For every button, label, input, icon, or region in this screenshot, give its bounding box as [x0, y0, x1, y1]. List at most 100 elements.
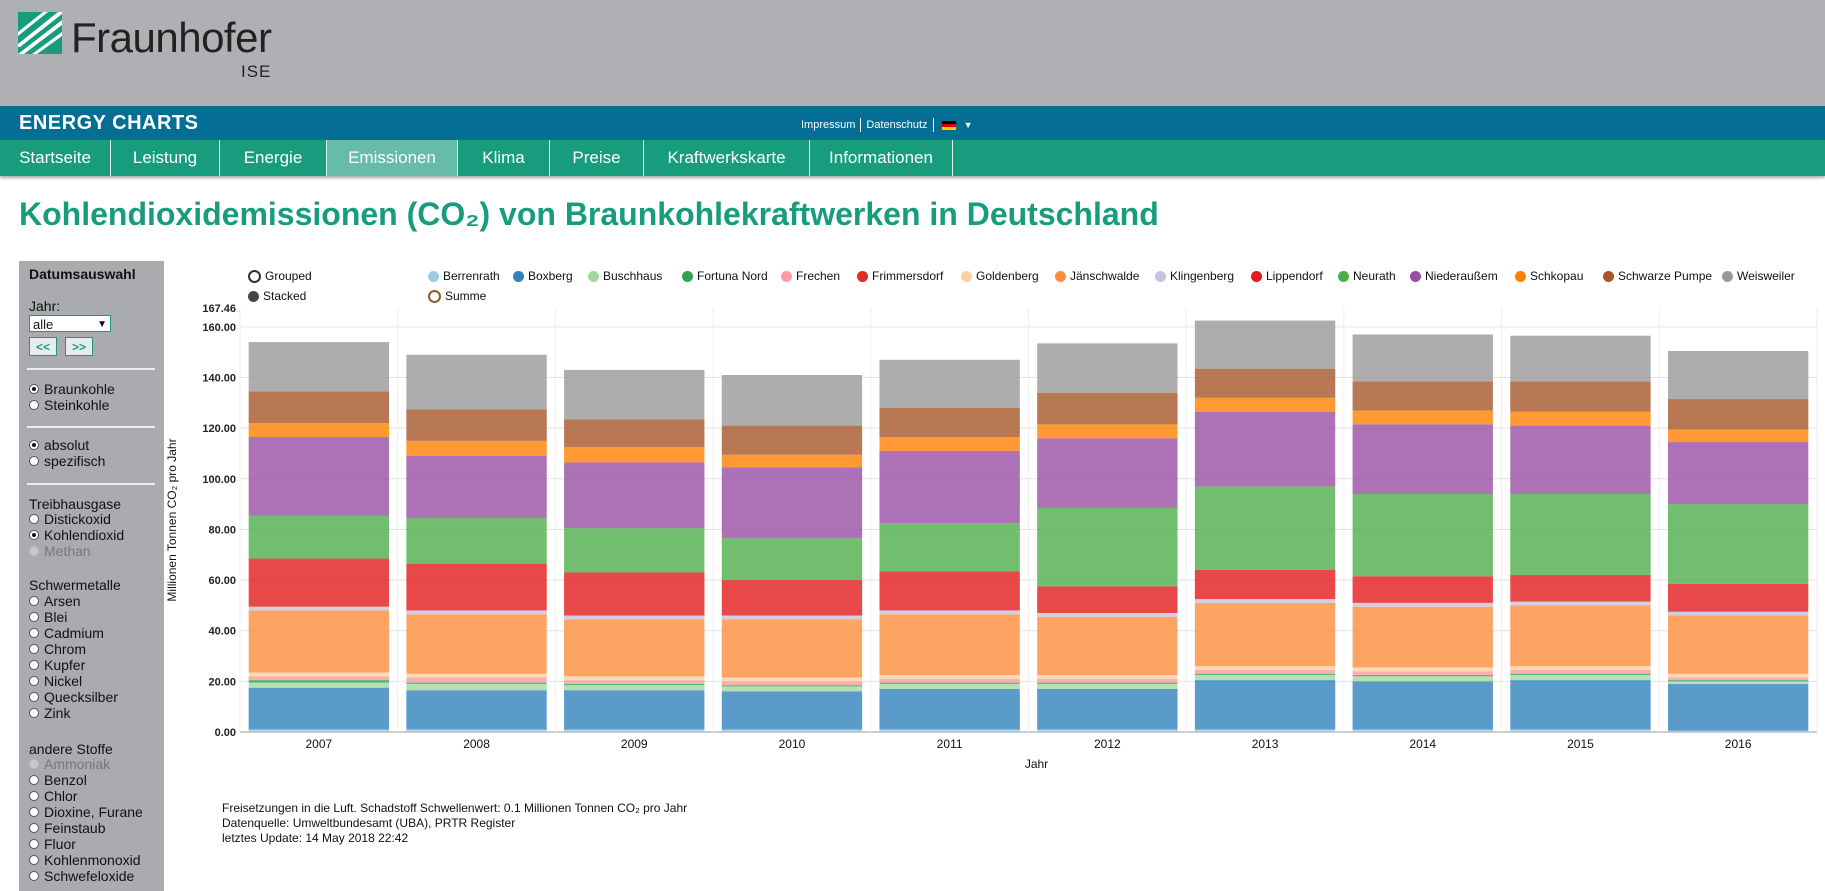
fraunhofer-logo[interactable]: Fraunhofer ISE [18, 12, 288, 82]
bar-segment [721, 729, 863, 732]
y-tick-label: 160.00 [202, 322, 236, 334]
radio-chrom[interactable]: Chrom [29, 641, 86, 657]
legend-item[interactable]: Frechen [781, 269, 840, 283]
radio-kupfer[interactable]: Kupfer [29, 657, 85, 673]
legend-grouped[interactable]: Grouped [248, 269, 312, 283]
bar-segment [721, 454, 863, 468]
y-tick-label: 100.00 [202, 474, 236, 486]
legend-label: Lippendorf [1266, 269, 1323, 283]
radio-feinstaub[interactable]: Feinstaub [29, 820, 105, 836]
nav-informationen[interactable]: Informationen [810, 140, 953, 176]
legend-item[interactable]: Buschhaus [588, 269, 662, 283]
legend-item[interactable]: Fortuna Nord [682, 269, 768, 283]
radio-icon [29, 612, 39, 622]
radio-blei[interactable]: Blei [29, 609, 67, 625]
language-dropdown-icon[interactable]: ▼ [963, 120, 973, 130]
nav-klima[interactable]: Klima [458, 140, 550, 176]
note-threshold: Freisetzungen in die Luft. Schadstoff Sc… [222, 801, 688, 815]
radio-chlor[interactable]: Chlor [29, 788, 77, 804]
radio-methan: Methan [29, 543, 91, 559]
note-update: letztes Update: 14 May 2018 22:42 [222, 831, 409, 845]
radio-icon [29, 628, 39, 638]
bar-segment [406, 673, 547, 678]
legend-item[interactable]: Goldenberg [961, 269, 1039, 283]
nav-leistung[interactable]: Leistung [111, 140, 220, 176]
x-tick-label: 2010 [779, 737, 806, 751]
radio-kohlenmonoxid[interactable]: Kohlenmonoxid [29, 852, 141, 868]
bar-segment [1352, 606, 1493, 668]
legend-item[interactable]: Lippendorf [1251, 269, 1323, 283]
radio-label: spezifisch [44, 453, 106, 469]
legend-item[interactable]: Neurath [1338, 269, 1396, 283]
radio-benzol[interactable]: Benzol [29, 772, 87, 788]
radio-label: Fluor [44, 836, 76, 852]
logo-sub: ISE [241, 62, 272, 81]
bar-segment [1667, 677, 1809, 681]
legend-label: Buschhaus [603, 269, 663, 283]
legend-item[interactable]: Schkopau [1515, 269, 1583, 283]
legend-item[interactable]: Boxberg [513, 269, 573, 283]
radio-nickel[interactable]: Nickel [29, 673, 82, 689]
legend-swatch [1722, 270, 1733, 282]
bar-segment [1194, 675, 1336, 681]
impressum-link[interactable]: Impressum [796, 118, 862, 132]
radio-distickoxid[interactable]: Distickoxid [29, 511, 111, 527]
radio-absolut[interactable]: absolut [29, 437, 89, 453]
legend-item[interactable]: Frimmersdorf [857, 269, 943, 283]
legend-swatch [1155, 270, 1166, 282]
year-select[interactable]: alle ▼ [29, 315, 111, 332]
nav-preise[interactable]: Preise [550, 140, 644, 176]
radio-icon [29, 676, 39, 686]
legend-swatch [588, 270, 599, 282]
bar-segment [1037, 612, 1178, 617]
radio-schwefeloxide[interactable]: Schwefeloxide [29, 868, 134, 884]
main-nav: Startseite Leistung Energie Emissionen K… [0, 140, 1825, 176]
bar-segment [879, 450, 1020, 524]
sidebar-heading: Datumsauswahl [29, 266, 136, 282]
radio-label: Methan [44, 543, 91, 559]
radio-steinkohle[interactable]: Steinkohle [29, 397, 109, 413]
radio-zink[interactable]: Zink [29, 705, 70, 721]
nav-energie[interactable]: Energie [220, 140, 327, 176]
radio-spezifisch[interactable]: spezifisch [29, 453, 105, 469]
legend-item[interactable]: Berrenrath [428, 269, 500, 283]
legend-label: Stacked [263, 289, 307, 303]
radio-icon [29, 807, 39, 817]
nav-kraftwerkskarte[interactable]: Kraftwerkskarte [644, 140, 810, 176]
datenschutz-link[interactable]: Datenschutz [861, 118, 934, 132]
radio-braunkohle[interactable]: Braunkohle [29, 381, 115, 397]
prev-year-button[interactable]: << [29, 337, 57, 356]
year-label: Jahr: [29, 298, 61, 314]
bar-segment [406, 518, 547, 564]
bar-segment [248, 672, 390, 677]
bar-segment [1352, 493, 1493, 577]
legend-summe[interactable]: Summe [428, 289, 486, 303]
radio-arsen[interactable]: Arsen [29, 593, 81, 609]
radio-fluor[interactable]: Fluor [29, 836, 76, 852]
legend-item[interactable]: Schwarze Pumpe [1603, 269, 1712, 283]
nav-emissionen[interactable]: Emissionen [327, 140, 458, 176]
bar-segment [1037, 438, 1178, 508]
bar-segment [406, 456, 547, 519]
legend-stacked[interactable]: Stacked [248, 289, 306, 303]
radio-dioxine-furane[interactable]: Dioxine, Furane [29, 804, 143, 820]
radio-icon [29, 514, 39, 524]
radio-cadmium[interactable]: Cadmium [29, 625, 104, 641]
radio-quecksilber[interactable]: Quecksilber [29, 689, 118, 705]
bar-segment [564, 676, 705, 681]
nav-startseite[interactable]: Startseite [0, 140, 111, 176]
legend-item[interactable]: Weisweiler [1722, 269, 1795, 283]
legend-item[interactable]: Niederaußem [1410, 269, 1498, 283]
german-flag-icon[interactable] [941, 120, 956, 130]
radio-label: Ammoniak [44, 756, 111, 772]
bar-segment [879, 682, 1020, 684]
legend-item[interactable]: Klingenberg [1155, 269, 1234, 283]
bar-segment [1194, 602, 1336, 667]
next-year-button[interactable]: >> [65, 337, 93, 356]
radio-kohlendioxid[interactable]: Kohlendioxid [29, 527, 124, 543]
radio-icon [29, 839, 39, 849]
legend-item[interactable]: Jänschwalde [1055, 269, 1139, 283]
brand-title[interactable]: ENERGY CHARTS [19, 112, 199, 134]
bar-segment [721, 685, 863, 687]
x-axis-title: Jahr [1025, 757, 1048, 771]
